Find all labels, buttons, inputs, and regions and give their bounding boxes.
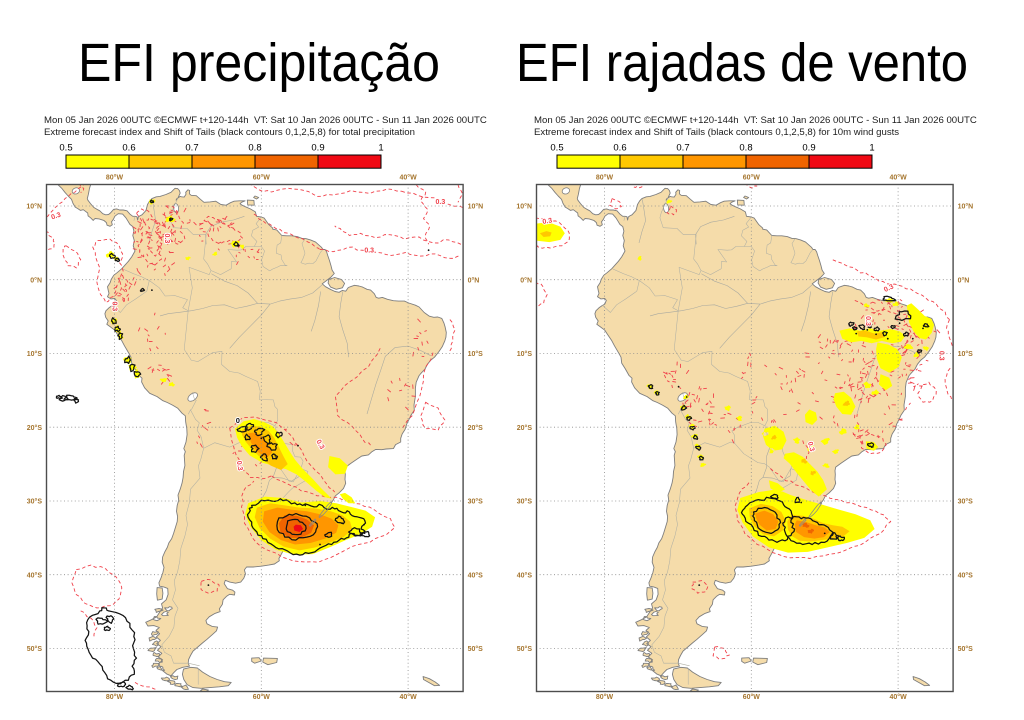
svg-text:0.9: 0.9	[312, 143, 325, 154]
svg-text:0.5: 0.5	[550, 143, 563, 154]
svg-text:60°W: 60°W	[743, 693, 761, 701]
svg-text:50°S: 50°S	[26, 645, 42, 653]
svg-text:40°S: 40°S	[517, 571, 533, 579]
svg-text:10°S: 10°S	[517, 350, 533, 358]
svg-text:40°W: 40°W	[889, 693, 907, 701]
svg-text:20°S: 20°S	[517, 424, 533, 432]
svg-text:10°N: 10°N	[467, 203, 483, 211]
svg-text:20°S: 20°S	[26, 424, 42, 432]
svg-text:30°S: 30°S	[26, 498, 42, 506]
svg-text:40°W: 40°W	[889, 174, 907, 182]
svg-text:10°S: 10°S	[467, 350, 483, 358]
svg-text:10°N: 10°N	[958, 203, 974, 211]
svg-text:0.6: 0.6	[613, 143, 626, 154]
svg-text:20°S: 20°S	[958, 424, 974, 432]
svg-text:30°S: 30°S	[517, 498, 533, 506]
svg-text:0.7: 0.7	[676, 143, 689, 154]
svg-text:10°N: 10°N	[516, 203, 532, 211]
svg-text:0.3: 0.3	[50, 212, 62, 222]
svg-text:40°S: 40°S	[26, 571, 42, 579]
svg-text:0.3: 0.3	[162, 234, 169, 244]
svg-text:10°S: 10°S	[26, 350, 42, 358]
svg-text:0°N: 0°N	[30, 276, 42, 284]
svg-text:0: 0	[235, 416, 239, 425]
svg-text:40°S: 40°S	[958, 571, 974, 579]
svg-text:0.8: 0.8	[249, 143, 262, 154]
svg-text:0.3: 0.3	[364, 248, 374, 255]
svg-text:0.8: 0.8	[739, 143, 752, 154]
svg-text:80°W: 80°W	[596, 174, 614, 182]
svg-text:60°W: 60°W	[252, 693, 270, 701]
svg-text:0.9: 0.9	[802, 143, 815, 154]
svg-text:80°W: 80°W	[105, 174, 123, 182]
svg-text:50°S: 50°S	[958, 645, 974, 653]
svg-text:0.3: 0.3	[542, 217, 553, 226]
svg-text:0.6: 0.6	[123, 143, 136, 154]
svg-text:1: 1	[869, 143, 874, 154]
svg-text:40°W: 40°W	[399, 693, 417, 701]
svg-text:0.5: 0.5	[60, 143, 73, 154]
svg-text:1: 1	[379, 143, 384, 154]
svg-text:60°W: 60°W	[743, 174, 761, 182]
svg-text:0.7: 0.7	[186, 143, 199, 154]
svg-text:0.3: 0.3	[110, 301, 117, 311]
svg-text:0.3: 0.3	[806, 441, 815, 452]
svg-text:30°S: 30°S	[467, 498, 483, 506]
svg-text:80°W: 80°W	[596, 693, 614, 701]
svg-text:50°S: 50°S	[467, 645, 483, 653]
svg-text:30°S: 30°S	[958, 498, 974, 506]
svg-text:50°S: 50°S	[517, 645, 533, 653]
svg-text:0.3: 0.3	[234, 460, 243, 471]
svg-text:20°S: 20°S	[467, 424, 483, 432]
svg-text:40°S: 40°S	[467, 571, 483, 579]
svg-text:10°S: 10°S	[958, 350, 974, 358]
svg-text:10°N: 10°N	[26, 203, 42, 211]
svg-text:0.3: 0.3	[938, 351, 945, 361]
svg-text:0°N: 0°N	[520, 276, 532, 284]
svg-text:0.3: 0.3	[864, 316, 871, 326]
svg-text:80°W: 80°W	[105, 693, 123, 701]
svg-text:0°N: 0°N	[467, 276, 479, 284]
svg-text:40°W: 40°W	[399, 174, 417, 182]
svg-text:0.3: 0.3	[435, 199, 445, 206]
svg-text:60°W: 60°W	[252, 174, 270, 182]
svg-text:0°N: 0°N	[958, 276, 970, 284]
